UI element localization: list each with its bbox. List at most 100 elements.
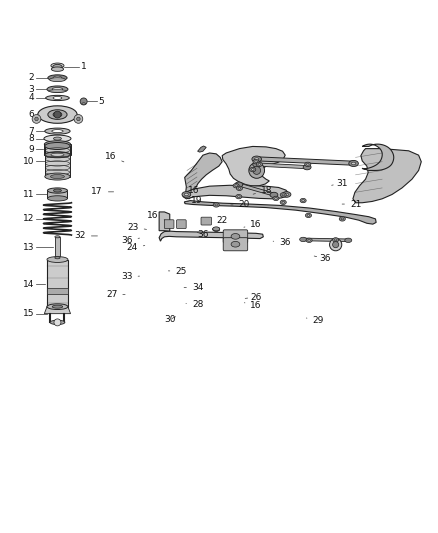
Ellipse shape [52,130,63,133]
Text: 23: 23 [127,223,147,232]
Circle shape [332,241,339,248]
Circle shape [54,111,61,118]
Text: 18: 18 [253,186,272,195]
Ellipse shape [351,162,356,165]
Ellipse shape [302,200,304,201]
Ellipse shape [305,162,311,166]
Ellipse shape [282,194,285,196]
Text: 24: 24 [127,243,145,252]
Ellipse shape [44,141,71,148]
Ellipse shape [253,162,261,167]
Ellipse shape [231,241,240,247]
Ellipse shape [49,78,65,82]
Ellipse shape [215,204,218,206]
Text: 3: 3 [28,85,34,94]
Ellipse shape [231,233,240,239]
Ellipse shape [256,162,262,166]
FancyBboxPatch shape [177,220,186,229]
Ellipse shape [46,95,69,101]
Text: 34: 34 [184,283,203,292]
Polygon shape [303,238,349,241]
Text: 32: 32 [74,231,98,240]
Polygon shape [44,144,71,155]
Ellipse shape [44,152,71,158]
Ellipse shape [182,192,191,197]
Text: 16: 16 [244,301,262,310]
Ellipse shape [345,238,352,243]
Text: 1: 1 [81,62,86,71]
Circle shape [253,166,261,174]
Text: 11: 11 [23,190,34,199]
Ellipse shape [49,90,66,92]
Text: 5: 5 [98,97,104,106]
Ellipse shape [184,193,188,196]
Circle shape [329,239,342,251]
Polygon shape [222,147,285,186]
Text: 2: 2 [28,74,34,83]
Text: 25: 25 [168,267,187,276]
Polygon shape [44,306,71,313]
Text: 4: 4 [28,93,34,102]
Ellipse shape [45,142,70,149]
Text: 36: 36 [273,238,291,247]
Polygon shape [185,153,222,199]
Ellipse shape [280,200,286,205]
Text: 36: 36 [314,254,331,263]
Ellipse shape [308,239,311,241]
Circle shape [35,117,38,120]
Ellipse shape [237,186,243,190]
Ellipse shape [255,161,258,163]
Text: 33: 33 [121,272,140,281]
Text: 16: 16 [147,212,165,220]
Polygon shape [47,260,68,309]
Ellipse shape [237,196,240,198]
Polygon shape [237,183,276,196]
Ellipse shape [55,236,60,238]
Ellipse shape [254,158,259,160]
Ellipse shape [213,227,220,231]
Polygon shape [256,157,356,165]
Ellipse shape [282,192,291,197]
Ellipse shape [303,165,311,170]
Ellipse shape [53,76,62,79]
Polygon shape [55,237,60,258]
Ellipse shape [53,112,62,117]
Ellipse shape [213,227,220,231]
Text: 20: 20 [231,200,250,209]
Text: 31: 31 [332,179,347,188]
Ellipse shape [55,257,60,259]
Ellipse shape [50,175,64,179]
Polygon shape [353,149,421,203]
Ellipse shape [334,239,337,241]
Ellipse shape [53,137,61,140]
Ellipse shape [280,193,286,197]
Text: 30: 30 [164,315,176,324]
Ellipse shape [51,67,64,71]
Ellipse shape [307,215,310,216]
Polygon shape [183,185,289,199]
Ellipse shape [339,217,345,221]
Circle shape [249,163,265,179]
Text: 19: 19 [186,196,202,205]
Ellipse shape [45,128,70,134]
Ellipse shape [52,305,63,308]
Circle shape [80,98,87,105]
Ellipse shape [300,198,306,203]
Ellipse shape [341,218,343,220]
Text: 22: 22 [208,216,228,225]
Ellipse shape [250,167,256,172]
FancyBboxPatch shape [164,220,174,229]
Text: 16: 16 [105,151,124,162]
Ellipse shape [307,164,309,165]
Text: 21: 21 [342,199,361,208]
Ellipse shape [332,238,339,242]
Ellipse shape [48,75,67,81]
Ellipse shape [251,169,254,171]
Text: 8: 8 [28,134,34,143]
Ellipse shape [252,156,261,162]
Polygon shape [256,163,309,169]
Ellipse shape [235,185,237,187]
Ellipse shape [305,213,311,217]
Text: 12: 12 [23,214,34,223]
Ellipse shape [233,183,239,188]
